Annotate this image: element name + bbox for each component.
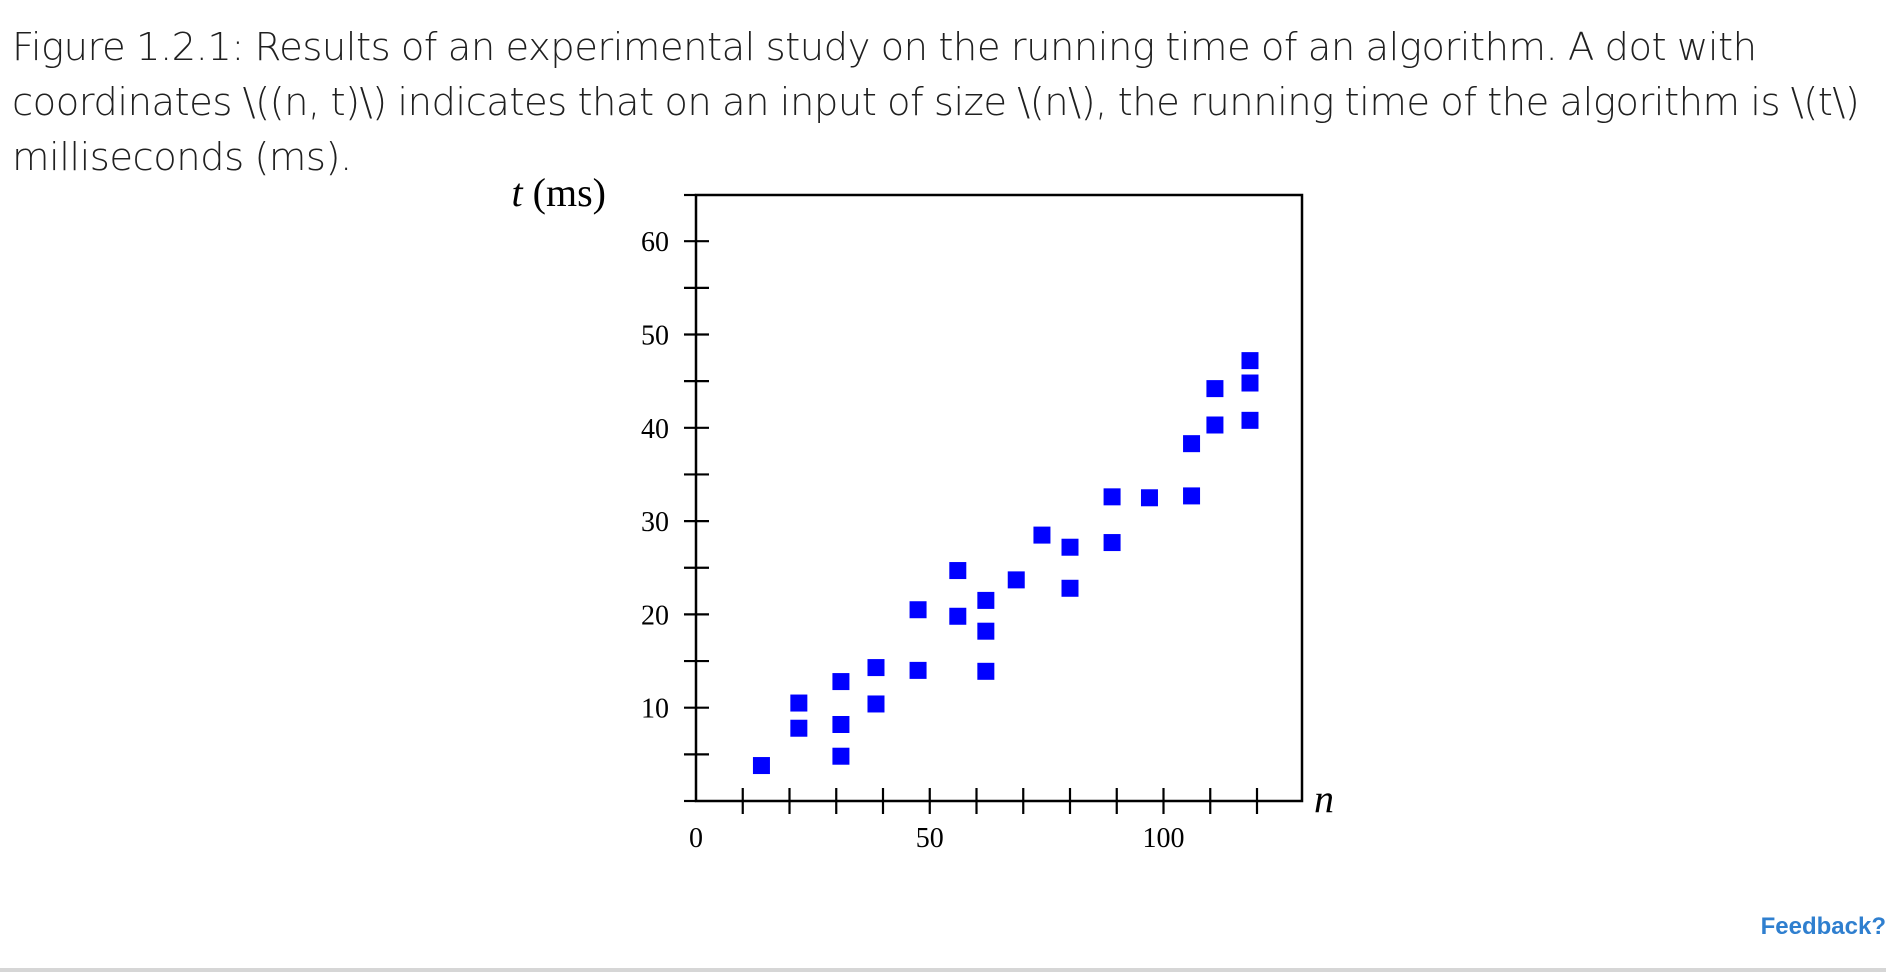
data-point: [909, 661, 927, 679]
data-point: [832, 673, 850, 691]
x-axis-ticks: [684, 788, 1259, 814]
data-point: [977, 622, 995, 640]
data-point: [977, 591, 995, 609]
footer-divider: [0, 968, 1886, 972]
data-point: [1183, 487, 1201, 505]
data-point: [1206, 416, 1224, 434]
feedback-link[interactable]: Feedback?: [1760, 913, 1886, 940]
data-point: [790, 719, 808, 737]
data-point: [867, 695, 885, 713]
data-point: [949, 562, 967, 580]
plot-frame: [694, 193, 1304, 803]
data-point: [790, 694, 808, 712]
data-point: [1033, 526, 1051, 544]
data-point: [1183, 435, 1201, 453]
data-point: [1007, 571, 1025, 589]
data-point: [867, 659, 885, 677]
y-axis-label: t (ms): [512, 170, 606, 215]
y-axis-label-variable: t: [512, 170, 524, 215]
data-point: [832, 715, 850, 733]
data-point: [1206, 380, 1224, 398]
y-axis-ticks: [684, 193, 709, 756]
x-tick-label: 100: [1143, 823, 1185, 854]
data-point: [1241, 374, 1259, 392]
y-tick-label: 50: [641, 321, 669, 352]
y-tick-label: 30: [641, 507, 669, 538]
x-axis-tick-labels: 0 50 100: [689, 823, 1185, 854]
x-axis-label: n: [1314, 776, 1334, 821]
y-tick-label: 40: [641, 414, 669, 445]
data-point: [977, 662, 995, 680]
data-point: [1140, 489, 1158, 507]
data-points: [752, 352, 1259, 775]
data-point: [949, 607, 967, 625]
data-point: [1061, 538, 1079, 556]
data-point: [752, 757, 770, 775]
x-tick-label: 0: [689, 823, 703, 854]
data-point: [1241, 411, 1259, 429]
data-point: [1103, 488, 1121, 506]
data-point: [1241, 352, 1259, 370]
data-point: [909, 601, 927, 619]
y-tick-label: 60: [641, 227, 669, 258]
figure-caption: Figure 1.2.1: Results of an experimental…: [12, 25, 1860, 180]
x-tick-label: 50: [916, 823, 944, 854]
data-point: [1103, 534, 1121, 552]
data-point: [832, 747, 850, 765]
y-tick-label: 20: [641, 600, 669, 631]
y-tick-label: 10: [641, 694, 669, 725]
y-axis-tick-labels: 10 20 30 40 50 60: [641, 227, 669, 725]
y-axis-label-unit: (ms): [523, 170, 606, 215]
data-point: [1061, 579, 1079, 597]
